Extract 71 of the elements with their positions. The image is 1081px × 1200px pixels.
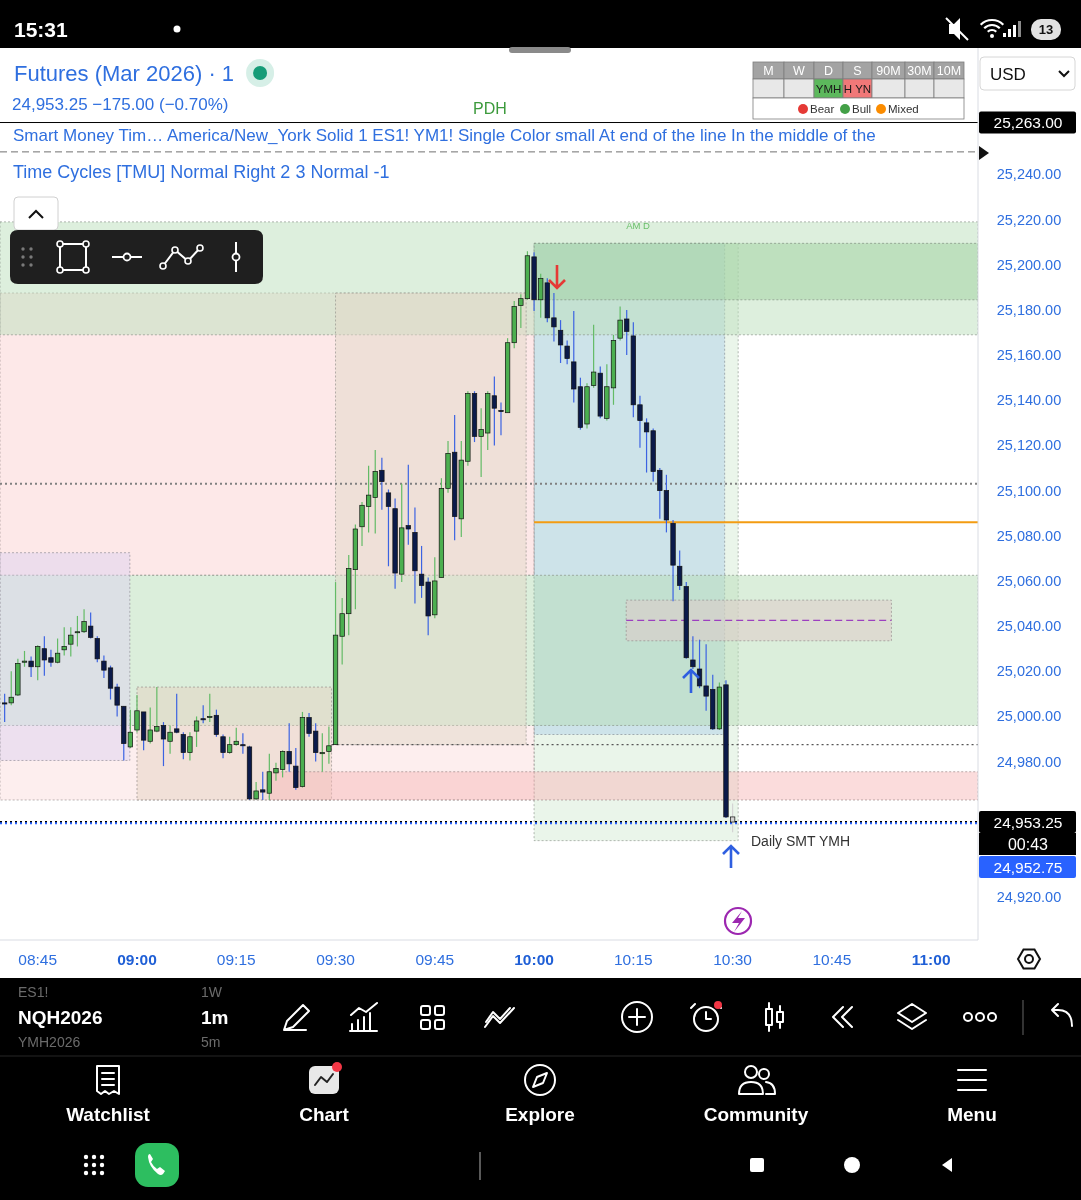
candlestick [61, 626, 67, 657]
y-tick-label: 25,220.00 [996, 211, 1062, 228]
annotation: YMH [815, 83, 842, 95]
y-tick-label: 25,140.00 [996, 392, 1062, 409]
x-tick-label: 09:30 [316, 950, 356, 968]
y-tick-label: 25,100.00 [996, 482, 1062, 499]
text: 13 [1038, 22, 1054, 37]
x-tick-label: 10:30 [713, 950, 753, 968]
text: 24,953.25 −175.00 (−0.70%) [12, 94, 229, 114]
y-tick-label: 25,120.00 [996, 437, 1062, 454]
annotation: Daily SMT YMH [751, 833, 851, 849]
ref-line-label: 25,263.00 [993, 114, 1063, 132]
x-tick-label: 11:00 [911, 950, 951, 968]
annotation: D [823, 64, 834, 78]
annotation: Mixed [888, 103, 919, 115]
y-tick-label: 25,240.00 [996, 166, 1062, 183]
text: Menu [947, 1103, 997, 1125]
annotation: W [793, 64, 806, 78]
text: 1W [201, 984, 223, 1000]
candlestick [690, 635, 696, 670]
text: Chart [299, 1103, 350, 1125]
text: NQH2026 [18, 1006, 103, 1028]
text: 5m [201, 1034, 221, 1050]
annotation: Bull [852, 103, 872, 115]
text: YMH2026 [18, 1034, 81, 1050]
y-tick-label: 25,060.00 [996, 572, 1062, 589]
x-tick-label: 09:00 [117, 950, 157, 968]
candlestick [200, 704, 206, 724]
candlestick [385, 488, 392, 567]
annotation: Bear [810, 103, 835, 115]
text: Explore [505, 1103, 575, 1125]
text: 00:43 [1007, 835, 1049, 853]
ref-line-label: 24,952.75 [993, 858, 1063, 876]
candlestick [94, 635, 100, 663]
text: Futures (Mar 2026) · 1 [14, 60, 235, 86]
text: Community [703, 1103, 809, 1125]
x-tick-label: 10:00 [514, 950, 554, 968]
text: ES1! [18, 984, 49, 1000]
candlestick [677, 549, 683, 591]
x-tick-label: 09:15 [216, 950, 256, 968]
x-tick-label: 08:45 [18, 950, 58, 968]
annotation: PDH [473, 100, 507, 118]
y-tick-label: 25,000.00 [996, 708, 1062, 725]
annotation: S [853, 64, 862, 78]
candlestick [326, 726, 332, 765]
annotation: Time Cycles [TMU] Normal Right 2 3 Normal -1 [13, 162, 390, 182]
annotation: AM D [626, 219, 651, 231]
annotation: Smart Money Tim… America/New_York Solid 1 ES1! YM1! Single Color small At end of the line In the middle of the [13, 125, 876, 145]
annotation: 10M [936, 64, 962, 78]
annotation: 30M [907, 64, 932, 78]
y-tick-label: 25,160.00 [996, 347, 1062, 364]
text: Watchlist [66, 1103, 151, 1125]
annotation: 90M [876, 64, 901, 78]
annotation: H YN [843, 83, 872, 95]
y-tick-label: 25,200.00 [996, 256, 1062, 273]
text: 15:31 [14, 17, 69, 41]
text: 1m [201, 1006, 229, 1028]
y-tick-label: 25,180.00 [996, 301, 1062, 318]
x-tick-label: 09:45 [415, 950, 455, 968]
candlestick [193, 715, 200, 748]
y-tick-label: 24,920.00 [996, 889, 1062, 906]
y-tick-label: 25,020.00 [996, 663, 1062, 680]
y-tick-label: 24,980.00 [996, 753, 1062, 770]
candlestick [68, 626, 74, 658]
text: USD [990, 64, 1026, 84]
y-tick-label: 25,080.00 [996, 527, 1062, 544]
ref-line-label: 24,953.25 [993, 813, 1063, 831]
x-tick-label: 10:15 [613, 950, 653, 968]
annotation: M [763, 64, 774, 78]
x-tick-label: 10:45 [812, 950, 852, 968]
y-tick-label: 25,040.00 [996, 618, 1062, 635]
